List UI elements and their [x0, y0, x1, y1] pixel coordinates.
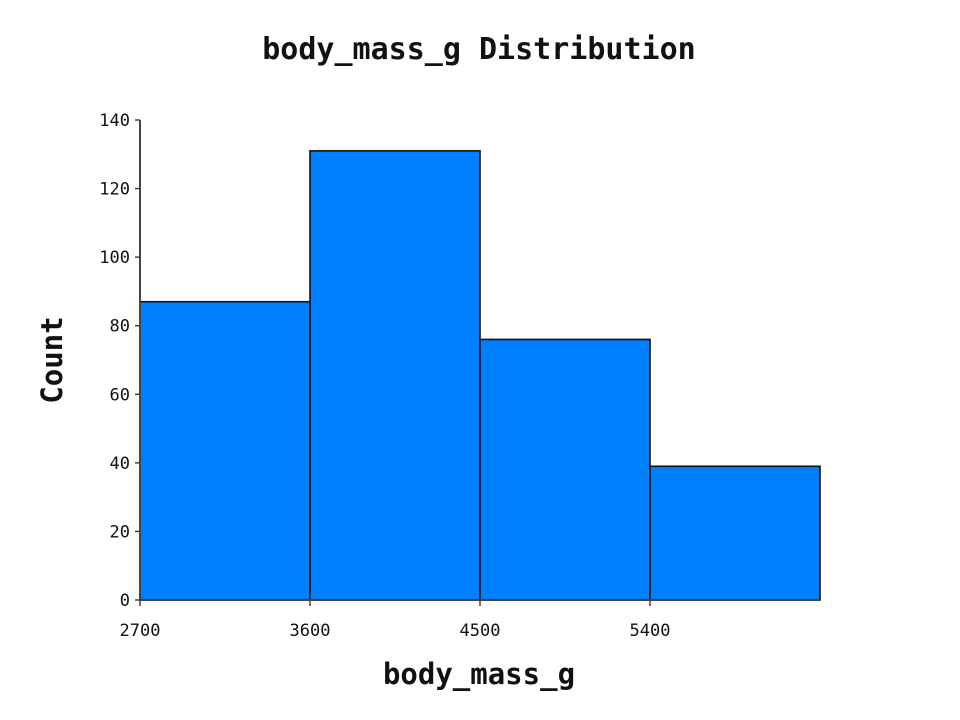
histogram-bar-1 — [309, 150, 481, 601]
y-tick-label: 80 — [110, 317, 130, 337]
y-tick-label: 20 — [110, 522, 130, 542]
y-tick-label: 0 — [120, 591, 130, 611]
histogram-bar-0 — [139, 300, 311, 601]
bars-group — [139, 150, 821, 601]
chart-title: body_mass_g Distribution — [262, 32, 695, 67]
y-axis-label: Count — [35, 316, 69, 403]
x-tick-label: 5400 — [630, 621, 671, 641]
x-tick-label: 3600 — [290, 621, 331, 641]
y-tick-label: 140 — [99, 111, 130, 131]
histogram-bar-2 — [479, 338, 651, 601]
y-tick-label: 120 — [99, 180, 130, 200]
y-ticks-group: 0 20 40 60 80 100 120 140 — [99, 111, 140, 611]
x-ticks-group: 2700 3600 4500 5400 — [120, 600, 671, 641]
x-axis-label: body_mass_g — [383, 657, 575, 691]
y-tick-label: 60 — [110, 385, 130, 405]
y-tick-label: 100 — [99, 248, 130, 268]
x-tick-label: 4500 — [460, 621, 501, 641]
histogram-bar-3 — [649, 465, 821, 601]
y-tick-label: 40 — [110, 454, 130, 474]
x-tick-label: 2700 — [120, 621, 161, 641]
